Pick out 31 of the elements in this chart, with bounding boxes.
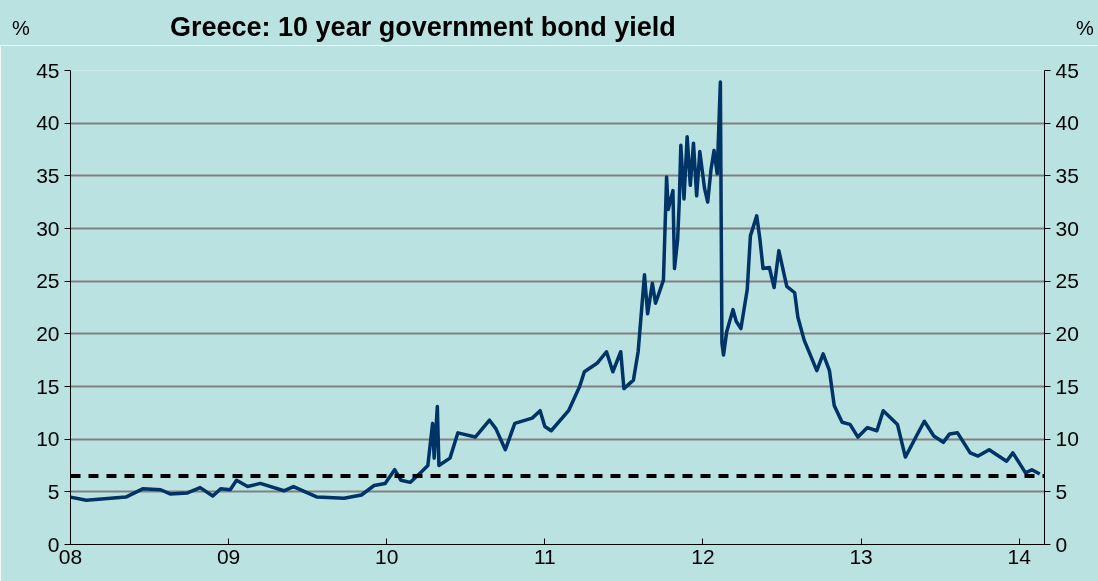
x-tick-label: 12 xyxy=(691,544,715,568)
y2-tick-label: 30 xyxy=(1055,216,1079,240)
line-series xyxy=(70,80,1042,503)
y2-tick-label: 10 xyxy=(1055,427,1079,451)
x-tick-label: 08 xyxy=(58,544,83,568)
x-tick-label: 11 xyxy=(533,544,556,568)
y-tick-label: 40 xyxy=(36,111,60,135)
y2-axis-title: % xyxy=(1076,16,1094,41)
x-tick-label: 10 xyxy=(375,544,399,568)
x-tick-label: 14 xyxy=(1007,544,1032,568)
y2-tick-label: 0 xyxy=(1055,532,1068,556)
y2-tick-label: 20 xyxy=(1055,321,1079,345)
y-tick-label: 0 xyxy=(47,532,60,556)
y-tick-label: 5 xyxy=(47,479,60,503)
chart-title: Greece: 10 year government bond yield xyxy=(170,11,676,44)
y-tick-label: 45 xyxy=(36,58,60,82)
y-tick-label: 25 xyxy=(36,269,60,293)
x-tick-label: 09 xyxy=(216,544,241,568)
y-tick-label: 20 xyxy=(36,321,60,345)
y2-tick-label: 5 xyxy=(1055,479,1068,503)
y2-tick-label: 40 xyxy=(1055,111,1079,135)
x-tick-label: 13 xyxy=(849,544,873,568)
y-tick-label: 35 xyxy=(36,163,60,187)
y-tick-label: 15 xyxy=(36,374,60,398)
y-tick-label: 30 xyxy=(36,216,60,240)
y2-tick-label: 15 xyxy=(1055,374,1079,398)
y2-tick-label: 35 xyxy=(1055,163,1079,187)
y2-tick-label: 45 xyxy=(1055,58,1079,82)
y-axis-title: % xyxy=(12,16,30,41)
y2-tick-label: 25 xyxy=(1055,269,1079,293)
y-tick-label: 10 xyxy=(36,427,60,451)
